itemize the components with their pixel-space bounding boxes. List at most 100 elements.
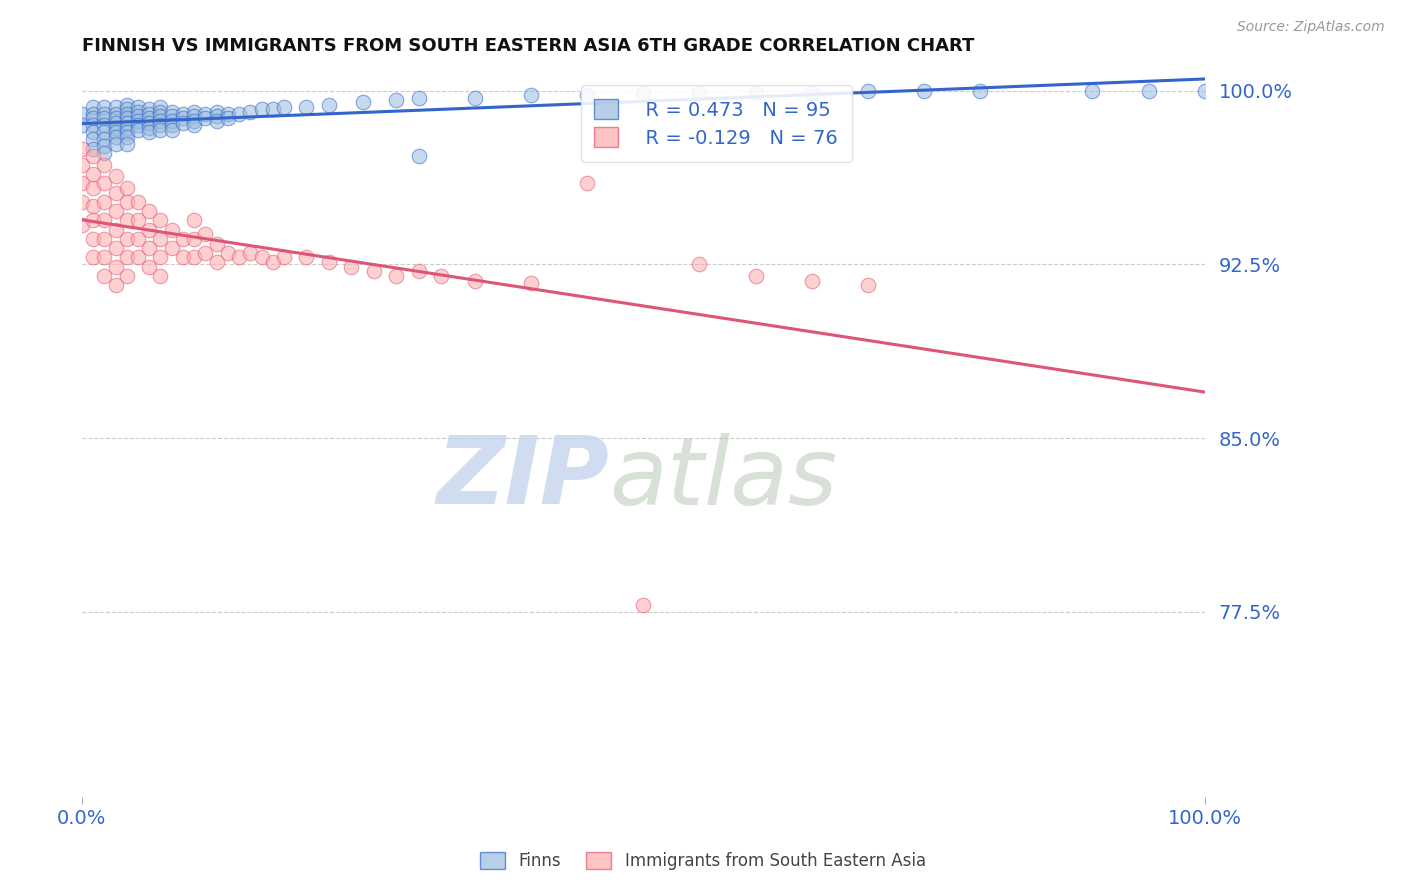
Text: Source: ZipAtlas.com: Source: ZipAtlas.com	[1237, 20, 1385, 34]
Point	[127, 123, 149, 137]
Point	[250, 102, 273, 116]
Point	[576, 88, 599, 103]
Point	[912, 84, 935, 98]
Point	[93, 194, 115, 209]
Point	[217, 112, 239, 126]
Point	[115, 268, 138, 283]
Point	[430, 268, 453, 283]
Point	[273, 100, 295, 114]
Point	[104, 260, 127, 274]
Point	[93, 177, 115, 191]
Point	[295, 251, 318, 265]
Point	[93, 232, 115, 246]
Point	[520, 88, 543, 103]
Point	[262, 102, 284, 116]
Point	[82, 107, 104, 121]
Point	[138, 116, 160, 130]
Point	[408, 90, 430, 104]
Point	[70, 218, 93, 232]
Point	[250, 251, 273, 265]
Point	[205, 113, 228, 128]
Point	[172, 107, 194, 121]
Point	[138, 241, 160, 255]
Point	[104, 186, 127, 200]
Point	[149, 100, 172, 114]
Point	[138, 125, 160, 139]
Point	[194, 112, 217, 126]
Point	[104, 169, 127, 184]
Point	[969, 84, 991, 98]
Point	[93, 268, 115, 283]
Point	[160, 109, 183, 123]
Point	[205, 236, 228, 251]
Point	[82, 112, 104, 126]
Point	[115, 97, 138, 112]
Point	[464, 274, 486, 288]
Point	[104, 107, 127, 121]
Point	[93, 158, 115, 172]
Point	[138, 204, 160, 219]
Point	[744, 268, 766, 283]
Point	[172, 251, 194, 265]
Point	[744, 86, 766, 100]
Point	[217, 107, 239, 121]
Point	[70, 194, 93, 209]
Point	[93, 146, 115, 161]
Point	[93, 107, 115, 121]
Point	[127, 104, 149, 119]
Point	[239, 245, 262, 260]
Point	[633, 598, 655, 612]
Point	[205, 255, 228, 269]
Point	[70, 158, 93, 172]
Point	[104, 130, 127, 145]
Point	[194, 107, 217, 121]
Point	[149, 113, 172, 128]
Point	[688, 86, 710, 100]
Point	[262, 255, 284, 269]
Point	[295, 100, 318, 114]
Point	[149, 104, 172, 119]
Point	[104, 241, 127, 255]
Point	[127, 113, 149, 128]
Point	[172, 116, 194, 130]
Point	[856, 278, 879, 293]
Point	[408, 148, 430, 162]
Point	[138, 107, 160, 121]
Point	[1137, 84, 1160, 98]
Point	[228, 251, 250, 265]
Point	[82, 142, 104, 156]
Point	[127, 100, 149, 114]
Point	[183, 109, 205, 123]
Point	[82, 100, 104, 114]
Point	[363, 264, 385, 278]
Point	[194, 245, 217, 260]
Point	[127, 251, 149, 265]
Point	[172, 112, 194, 126]
Point	[82, 199, 104, 213]
Point	[115, 112, 138, 126]
Point	[70, 107, 93, 121]
Point	[149, 251, 172, 265]
Point	[228, 107, 250, 121]
Point	[104, 100, 127, 114]
Point	[800, 86, 823, 100]
Point	[104, 120, 127, 135]
Point	[183, 232, 205, 246]
Point	[115, 213, 138, 227]
Point	[93, 100, 115, 114]
Point	[856, 84, 879, 98]
Point	[93, 251, 115, 265]
Text: atlas: atlas	[610, 433, 838, 524]
Legend:   R = 0.473   N = 95,   R = -0.129   N = 76: R = 0.473 N = 95, R = -0.129 N = 76	[581, 86, 852, 161]
Point	[115, 194, 138, 209]
Point	[70, 177, 93, 191]
Point	[149, 232, 172, 246]
Point	[115, 136, 138, 151]
Point	[138, 112, 160, 126]
Point	[183, 213, 205, 227]
Point	[149, 109, 172, 123]
Point	[104, 136, 127, 151]
Point	[70, 142, 93, 156]
Point	[115, 102, 138, 116]
Point	[82, 148, 104, 162]
